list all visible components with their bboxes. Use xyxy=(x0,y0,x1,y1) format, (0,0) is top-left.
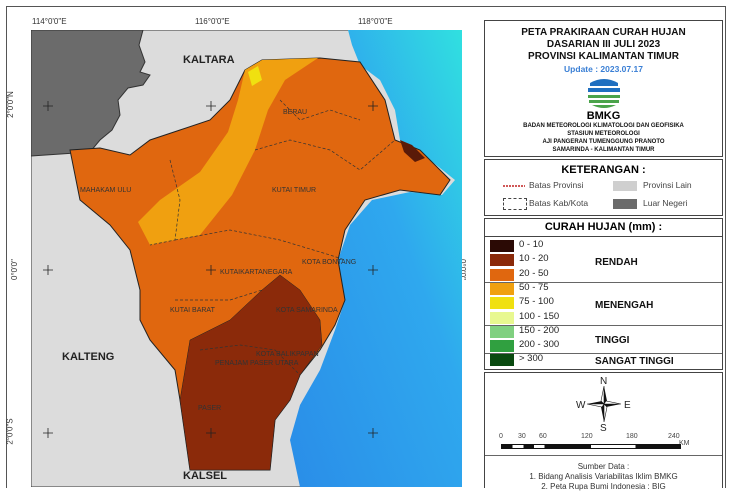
label-penajam-paser-utara: PENAJAM PASER UTARA xyxy=(215,360,299,367)
rainfall-class-swatch xyxy=(490,340,514,353)
rainfall-class-label: 200 - 300 xyxy=(519,339,560,351)
label-kaltara: KALTARA xyxy=(183,54,235,66)
category-sangat-tinggi: SANGAT TINGGI xyxy=(595,356,674,367)
label-mahakam-ulu: MAHAKAM ULU xyxy=(80,187,131,194)
scale-bar: 0 30 60 120 180 240 KM xyxy=(485,433,722,453)
zone-0-10 xyxy=(400,140,425,162)
compass-scale-source-panel: N S W E 0 30 60 120 180 240 KM Sumber Da… xyxy=(484,372,723,491)
source-item: 2. Peta Rupa Bumi Indonesia : BIG xyxy=(541,482,666,491)
rainfall-class-label: 20 - 50 xyxy=(519,267,549,279)
rainfall-class-swatch xyxy=(490,297,514,310)
curah-hujan-heading: CURAH HUJAN (mm) : xyxy=(485,219,722,237)
rainfall-class-swatch xyxy=(490,268,514,281)
label-paser: PASER xyxy=(198,405,221,412)
rainfall-class-swatch xyxy=(490,325,514,338)
label-kota-samarinda: KOTA SAMARINDA xyxy=(276,307,338,314)
provinsi-boundary-line-icon xyxy=(503,185,525,187)
category-rendah: RENDAH xyxy=(595,257,638,268)
scale-tick: 0 xyxy=(499,433,503,440)
kab-boundaries xyxy=(149,99,396,376)
compass-rose-icon: N S W E xyxy=(576,376,631,433)
map-title-line3: PROVINSI KALIMANTAN TIMUR xyxy=(528,51,679,62)
update-date: Update : 2023.07.17 xyxy=(564,64,643,74)
label-kalteng: KALTENG xyxy=(62,351,114,363)
legend-luar-negeri: Luar Negeri xyxy=(643,198,688,208)
bmkg-logo-text: BMKG xyxy=(586,110,621,122)
rainfall-class-label: 50 - 75 xyxy=(519,281,549,293)
source-heading: Sumber Data : xyxy=(577,462,630,471)
rainfall-class-swatch xyxy=(490,311,514,324)
sea-area xyxy=(290,30,462,487)
lon-label: 114°0'0"E xyxy=(32,17,67,26)
lon-label: 118°0'0"E xyxy=(358,17,393,26)
rainfall-class-swatch xyxy=(490,354,514,367)
legend-batas-kab: Batas Kab/Kota xyxy=(529,198,589,208)
map-title-line1: PETA PRAKIRAAN CURAH HUJAN xyxy=(521,27,686,38)
org-location: SAMARINDA - KALIMANTAN TIMUR xyxy=(552,147,655,153)
label-kutai-barat: KUTAI BARAT xyxy=(170,307,216,314)
scale-tick: 120 xyxy=(581,433,593,440)
lat-label: 2°0'0"N xyxy=(5,91,15,118)
rainfall-class-label: > 300 xyxy=(519,353,544,365)
org-station-name: AJI PANGERAN TUMENGGUNG PRANOTO xyxy=(542,139,665,145)
scale-tick: 60 xyxy=(539,433,547,440)
kab-boundary-icon xyxy=(503,198,527,210)
keterangan-heading: KETERANGAN : xyxy=(561,164,646,176)
rainfall-map: KALTARA KALTENG KALSEL BERAU MAHAKAM ULU… xyxy=(31,30,462,487)
compass-w: W xyxy=(576,400,586,411)
map-frame xyxy=(6,6,726,488)
category-menengah: MENENGAH xyxy=(595,300,654,311)
lat-label: 2°0'0"S xyxy=(5,418,15,445)
rainfall-class-label: 75 - 100 xyxy=(519,296,554,308)
label-kutai-timur: KUTAI TIMUR xyxy=(272,187,316,194)
scale-tick: 240 xyxy=(668,433,680,440)
compass-s: S xyxy=(600,423,607,433)
org-station: STASIUN METEOROLOGI xyxy=(567,131,640,137)
label-kalsel: KALSEL xyxy=(183,470,227,482)
grid-crosses xyxy=(43,101,378,438)
map-title-line2: DASARIAN III JULI 2023 xyxy=(546,39,661,50)
legend-batas-provinsi: Batas Provinsi xyxy=(529,180,584,190)
lon-label: 116°0'0"E xyxy=(195,17,230,26)
legend-provinsi-lain: Provinsi Lain xyxy=(643,180,692,190)
rainfall-class-swatch xyxy=(490,282,514,295)
title-panel: PETA PRAKIRAAN CURAH HUJAN DASARIAN III … xyxy=(484,20,723,157)
lat-label: 0°0'0" xyxy=(9,259,19,280)
label-berau: BERAU xyxy=(283,109,307,116)
scale-tick: 30 xyxy=(518,433,526,440)
label-kota-bontang: KOTA BONTANG xyxy=(302,259,356,266)
rainfall-class-label: 0 - 10 xyxy=(519,239,544,250)
rainfall-class-swatch xyxy=(490,254,514,267)
provinsi-lain-swatch xyxy=(613,181,637,191)
bmkg-logo-icon xyxy=(586,76,621,110)
label-kutai-kartanegara: KUTAIKARTANEGARA xyxy=(220,269,293,276)
luar-negeri-swatch xyxy=(613,199,637,209)
curah-hujan-panel: CURAH HUJAN (mm) : 0 - 10 10 - 20 20 - 50 5… xyxy=(484,218,723,370)
zone-50-75 xyxy=(138,58,318,245)
category-tinggi: TINGGI xyxy=(595,335,630,346)
zone-10-20 xyxy=(179,274,323,471)
compass-n: N xyxy=(600,376,607,387)
scale-tick: 180 xyxy=(626,433,638,440)
compass-e: E xyxy=(624,400,631,411)
source-item: 1. Bidang Analisis Variabilitas Iklim BM… xyxy=(529,472,678,481)
rainfall-class-label: 10 - 20 xyxy=(519,253,549,265)
org-name: BADAN METEOROLOGI KLIMATOLOGI DAN GEOFIS… xyxy=(523,123,684,129)
keterangan-panel: KETERANGAN : Batas Provinsi Batas Kab/Ko… xyxy=(484,159,723,216)
zone-75-100 xyxy=(248,66,262,86)
rainfall-class-swatch xyxy=(490,240,514,252)
scale-unit: KM xyxy=(679,440,690,447)
label-kota-balikpapan: KOTA BALIKPAPAN xyxy=(256,351,319,358)
rainfall-class-label: 150 - 200 xyxy=(519,324,560,336)
rainfall-class-label: 100 - 150 xyxy=(519,310,560,322)
